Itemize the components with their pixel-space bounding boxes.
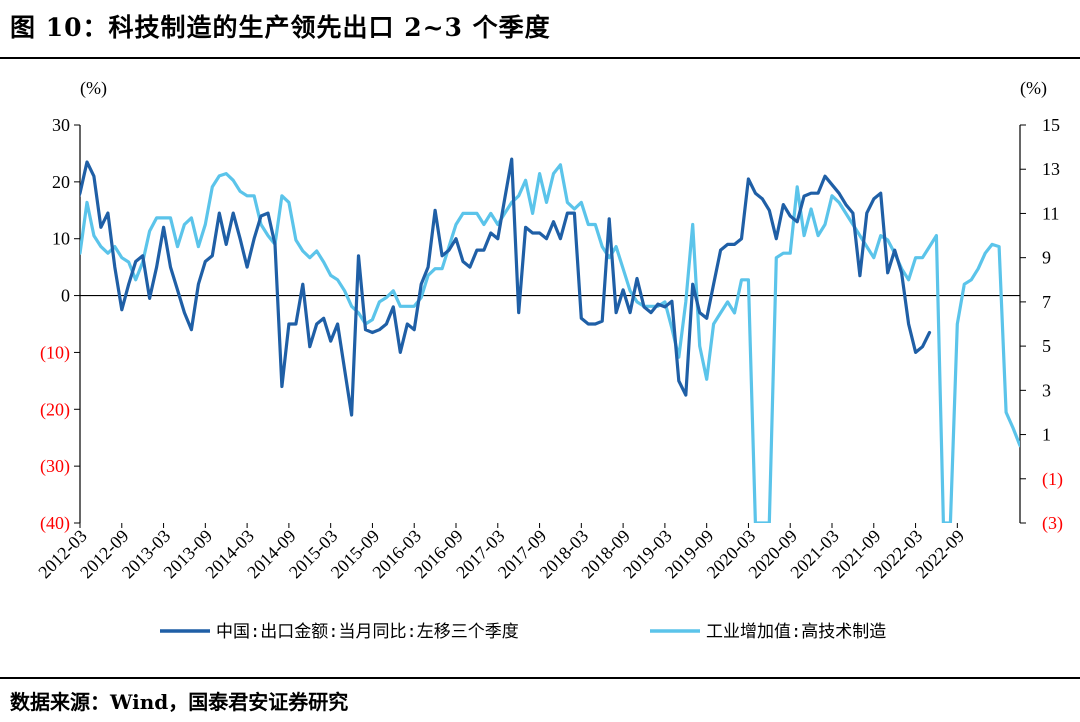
source-note: 数据来源：Wind，国泰君安证券研究 [10,690,349,714]
left-tick-label: 20 [52,172,70,192]
legend-label-2: 工业增加值:高技术制造 [706,622,886,642]
left-tick-label: 0 [61,286,70,306]
right-tick-label: 9 [1042,248,1051,268]
axes: 30 20 10 0 (10) (20) (30) (40) 15 13 11 9 7 5 3 1 (1) (3)… [34,115,1063,582]
bottom-rule [0,677,1080,679]
left-tick-label: (10) [40,342,70,363]
series-layer [80,157,1020,523]
right-tick-label: 13 [1042,159,1060,179]
left-axis-unit: (%) [80,78,107,99]
right-tick-label: 3 [1042,380,1051,400]
right-tick-label: 1 [1042,425,1051,445]
left-tick-label: 10 [52,229,70,249]
left-tick-label: (30) [40,456,70,477]
legend: 中国:出口金额:当月同比:左移三个季度 工业增加值:高技术制造 [160,622,886,642]
left-tick-label: 30 [52,115,70,135]
left-tick-label: (20) [40,399,70,420]
right-tick-label: 5 [1042,336,1051,356]
left-tick-label: (40) [40,513,70,534]
top-rule [0,57,1080,59]
line-chart: (%) (%) 3020100(10)(20)(30)(40)151311975… [34,78,1063,642]
right-axis-unit: (%) [1020,78,1047,99]
figure-title: 图 10：科技制造的生产领先出口 2~3 个季度 [10,13,551,42]
series-line-1 [80,157,932,417]
series-line-2 [80,163,1020,523]
right-tick-label: (1) [1042,469,1063,490]
legend-label-1: 中国:出口金额:当月同比:左移三个季度 [216,622,519,642]
right-tick-label: (3) [1042,513,1063,534]
right-tick-label: 11 [1042,203,1059,223]
right-tick-label: 15 [1042,115,1060,135]
right-tick-label: 7 [1042,292,1051,312]
